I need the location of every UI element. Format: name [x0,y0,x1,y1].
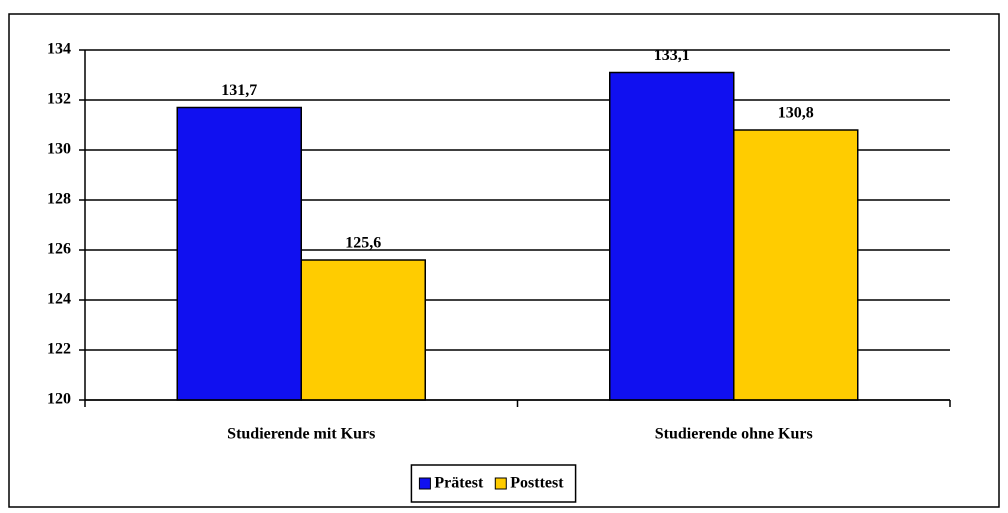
y-tick-label: 124 [47,291,71,308]
bar [176,106,302,401]
y-tick-label: 122 [47,341,71,358]
bar [733,129,859,401]
legend-label: Prätest [434,475,484,492]
y-tick-label: 120 [47,391,71,408]
value-label: 125,6 [345,235,381,252]
bar [300,259,426,401]
x-tick-label: Studierende ohne Kurs [655,426,813,443]
value-label: 133,1 [654,47,690,64]
legend-label: Posttest [510,475,564,492]
bar [609,71,735,401]
legend-swatch [418,477,431,490]
legend-box [410,464,577,503]
y-tick-label: 126 [47,241,71,258]
y-tick-label: 128 [47,191,71,208]
legend-swatch [494,477,507,490]
value-label: 130,8 [778,105,814,122]
value-label: 131,7 [221,82,257,99]
y-tick-label: 134 [47,41,71,58]
y-tick-label: 130 [47,141,71,158]
x-tick-label: Studierende mit Kurs [227,426,375,443]
y-tick-label: 132 [47,91,71,108]
